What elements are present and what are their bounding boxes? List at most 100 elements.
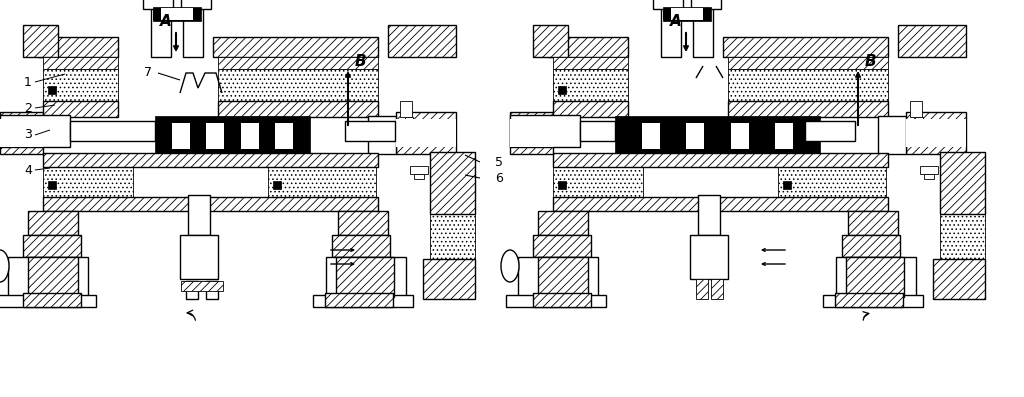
Bar bbox=[553, 57, 628, 69]
Bar bbox=[0, 295, 96, 307]
Bar bbox=[0, 115, 70, 147]
Bar bbox=[0, 112, 43, 154]
Ellipse shape bbox=[0, 250, 9, 282]
Bar bbox=[558, 86, 566, 94]
Bar bbox=[906, 119, 966, 147]
Bar bbox=[662, 0, 681, 57]
Bar bbox=[143, 0, 173, 9]
Bar bbox=[268, 167, 376, 197]
Bar bbox=[430, 152, 475, 214]
Bar bbox=[161, 8, 193, 20]
Bar bbox=[396, 119, 456, 147]
Bar bbox=[70, 121, 155, 141]
Bar bbox=[553, 197, 888, 211]
Bar bbox=[690, 9, 700, 19]
Bar bbox=[846, 257, 904, 297]
Bar bbox=[696, 279, 708, 299]
Bar bbox=[28, 211, 78, 235]
Text: 3: 3 bbox=[25, 129, 32, 141]
Bar bbox=[534, 25, 568, 57]
Bar bbox=[711, 279, 723, 299]
Bar bbox=[388, 25, 456, 57]
Bar bbox=[910, 101, 922, 117]
Ellipse shape bbox=[501, 250, 519, 282]
Bar bbox=[181, 281, 223, 291]
Bar bbox=[728, 57, 888, 69]
Bar bbox=[673, 9, 690, 19]
Text: 1: 1 bbox=[25, 75, 32, 89]
Bar bbox=[28, 257, 78, 297]
Bar bbox=[510, 115, 580, 147]
Bar bbox=[723, 37, 888, 57]
Bar bbox=[778, 167, 886, 197]
Bar bbox=[218, 57, 378, 69]
Bar bbox=[396, 112, 456, 154]
Bar bbox=[326, 257, 406, 297]
Bar bbox=[172, 123, 189, 149]
Bar bbox=[906, 112, 966, 154]
Bar bbox=[241, 123, 259, 149]
Bar bbox=[218, 101, 378, 117]
Bar bbox=[924, 174, 934, 179]
Bar bbox=[534, 293, 591, 307]
Bar bbox=[206, 281, 218, 299]
Bar bbox=[920, 166, 938, 174]
Bar bbox=[406, 117, 413, 123]
Bar bbox=[728, 101, 888, 117]
Bar bbox=[43, 101, 118, 117]
Bar bbox=[338, 211, 388, 235]
Bar bbox=[580, 121, 615, 141]
Bar bbox=[663, 7, 711, 21]
Bar bbox=[275, 123, 294, 149]
Bar bbox=[400, 101, 412, 117]
Bar bbox=[180, 235, 218, 279]
Bar bbox=[615, 116, 820, 154]
Bar bbox=[43, 69, 118, 101]
Bar bbox=[163, 9, 180, 19]
Bar bbox=[642, 123, 659, 149]
Bar bbox=[332, 235, 390, 257]
Bar bbox=[410, 166, 428, 174]
Bar bbox=[805, 121, 855, 141]
Bar bbox=[206, 123, 224, 149]
Text: A: A bbox=[670, 15, 682, 29]
Bar bbox=[693, 0, 713, 57]
Bar bbox=[553, 167, 643, 197]
Bar bbox=[518, 257, 598, 297]
Bar bbox=[48, 86, 56, 94]
Bar bbox=[510, 119, 553, 147]
Bar bbox=[153, 9, 163, 19]
Bar bbox=[23, 293, 81, 307]
Bar bbox=[23, 235, 81, 257]
Bar bbox=[940, 214, 985, 259]
Text: 5: 5 bbox=[495, 156, 503, 168]
Bar bbox=[835, 293, 903, 307]
Bar bbox=[553, 101, 628, 117]
Bar bbox=[48, 181, 56, 189]
Bar bbox=[218, 69, 378, 101]
Bar bbox=[653, 0, 683, 9]
Bar bbox=[691, 0, 721, 9]
Text: 6: 6 bbox=[495, 172, 503, 185]
Bar bbox=[345, 121, 395, 141]
Bar bbox=[181, 0, 211, 9]
Bar bbox=[38, 37, 118, 57]
Bar bbox=[663, 9, 673, 19]
Bar bbox=[823, 295, 923, 307]
Bar bbox=[878, 116, 906, 154]
Bar bbox=[155, 116, 310, 154]
Bar bbox=[43, 153, 378, 167]
Bar bbox=[553, 69, 628, 101]
Bar bbox=[8, 257, 88, 297]
Bar bbox=[836, 257, 916, 297]
Bar bbox=[423, 259, 475, 299]
Bar bbox=[671, 8, 703, 20]
Bar bbox=[43, 167, 133, 197]
Bar bbox=[940, 152, 985, 214]
Bar bbox=[690, 235, 728, 279]
Bar bbox=[538, 211, 588, 235]
Bar bbox=[686, 123, 705, 149]
Text: B: B bbox=[354, 54, 366, 69]
Bar bbox=[775, 123, 794, 149]
Bar bbox=[273, 181, 281, 189]
